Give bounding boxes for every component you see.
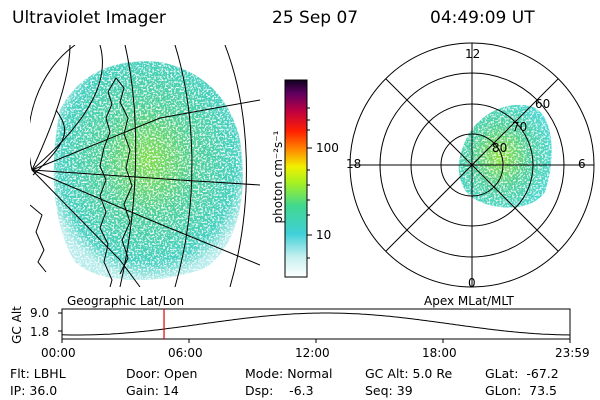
geographic-map — [30, 45, 260, 287]
mode-info: Mode: Normal — [245, 366, 333, 381]
mlt-label-6: 6 — [578, 157, 586, 171]
glat-info: GLat: -67.2 — [485, 366, 559, 381]
mlat-label-70: 70 — [512, 120, 528, 134]
polar-plot — [349, 42, 595, 288]
colorbar-tick-10: 10 — [316, 228, 332, 242]
date-label: 25 Sep 07 — [272, 8, 359, 28]
mlat-label-80: 80 — [492, 141, 508, 155]
dsp-info: Dsp: -6.3 — [245, 383, 314, 398]
left-panel-caption: Geographic Lat/Lon — [67, 294, 185, 308]
altitude-curve — [61, 312, 571, 336]
xtick-0000: 00:00 — [41, 346, 76, 360]
altitude-ytick-high: 9.0 — [30, 306, 50, 320]
mlt-label-12: 12 — [465, 47, 481, 61]
altitude-ylabel: GC Alt — [10, 306, 24, 344]
filter-info: Flt: LBHL — [10, 366, 66, 381]
ip-info: IP: 36.0 — [10, 383, 58, 398]
gain-info: Gain: 14 — [126, 383, 179, 398]
colorbar-tick-100: 100 — [316, 141, 339, 155]
glon-info: GLon: 73.5 — [485, 383, 557, 398]
mlt-label-18: 18 — [346, 157, 362, 171]
mlt-label-0: 0 — [468, 276, 476, 290]
coastline — [99, 77, 117, 287]
lat-lon-grid — [30, 45, 260, 287]
door-info: Door: Open — [126, 366, 198, 381]
xtick-2359: 23:59 — [555, 346, 590, 360]
emission-noise-left — [53, 61, 243, 281]
colorbar-label: photon cm⁻²s⁻¹ — [271, 130, 285, 224]
mlat-label-60: 60 — [535, 97, 551, 111]
seq-info: Seq: 39 — [365, 383, 413, 398]
coastline-east — [115, 77, 133, 275]
xtick-0600: 06:00 — [168, 346, 203, 360]
xtick-1800: 18:00 — [422, 346, 457, 360]
colorbar — [284, 79, 312, 278]
altitude-plot — [58, 308, 571, 343]
time-label: 04:49:09 UT — [430, 8, 535, 28]
xtick-1200: 12:00 — [295, 346, 330, 360]
app-title: Ultraviolet Imager — [12, 8, 166, 28]
gc-alt-info: GC Alt: 5.0 Re — [365, 366, 453, 381]
altitude-ytick-low: 1.8 — [30, 325, 50, 339]
right-panel-caption: Apex MLat/MLT — [424, 294, 514, 308]
